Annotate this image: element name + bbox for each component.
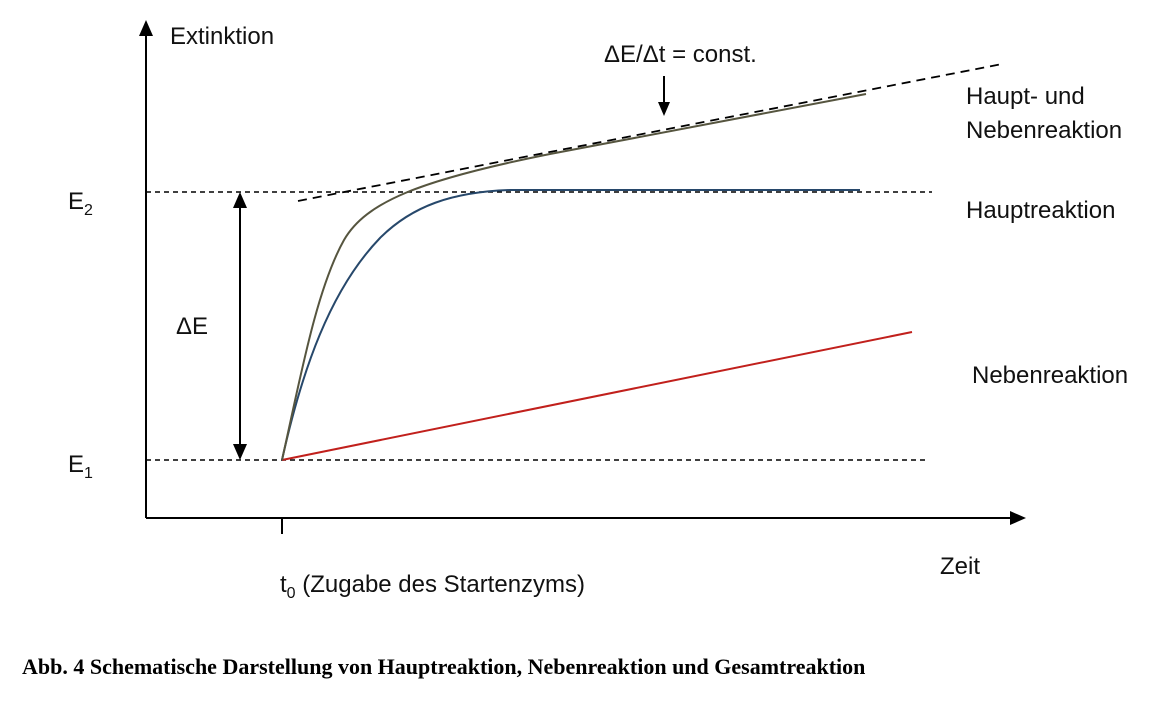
t0-label-rest: (Zugabe des Startenzyms)	[296, 571, 585, 598]
e1-label-main: E	[68, 451, 84, 478]
e2-label-main: E	[68, 188, 84, 215]
y-axis-label: Extinktion	[170, 23, 274, 50]
delta-e-label: ΔE	[176, 313, 208, 340]
t0-label: t0 (Zugabe des Startenzyms)	[280, 571, 585, 602]
e2-label-sub: 2	[84, 202, 93, 219]
x-axis-label: Zeit	[940, 553, 980, 580]
x-axis-arrow-icon	[1010, 511, 1026, 525]
e1-label-sub: 1	[84, 465, 93, 482]
e1-label: E1	[68, 451, 93, 482]
slope-arrow-head-icon	[658, 102, 670, 116]
label-total-reaction-line2: Nebenreaktion	[966, 117, 1122, 144]
t0-label-sub: 0	[287, 585, 296, 602]
label-side-reaction: Nebenreaktion	[972, 362, 1128, 389]
delta-e-arrow-top-icon	[233, 192, 247, 208]
curve-total-reaction	[281, 93, 867, 461]
label-total-reaction-line1: Haupt- und	[966, 83, 1085, 110]
curve-side-reaction	[281, 331, 913, 461]
t0-label-main: t	[280, 571, 287, 598]
tangent-dashed-line	[297, 63, 1003, 202]
label-main-reaction: Hauptreaktion	[966, 197, 1115, 224]
slope-label: ΔE/Δt = const.	[604, 41, 757, 68]
figure-caption: Abb. 4 Schematische Darstellung von Haup…	[22, 654, 865, 679]
curve-main-reaction	[281, 189, 860, 461]
e2-label: E2	[68, 188, 93, 219]
y-axis-arrow-icon	[139, 20, 153, 36]
delta-e-arrow-bottom-icon	[233, 444, 247, 460]
